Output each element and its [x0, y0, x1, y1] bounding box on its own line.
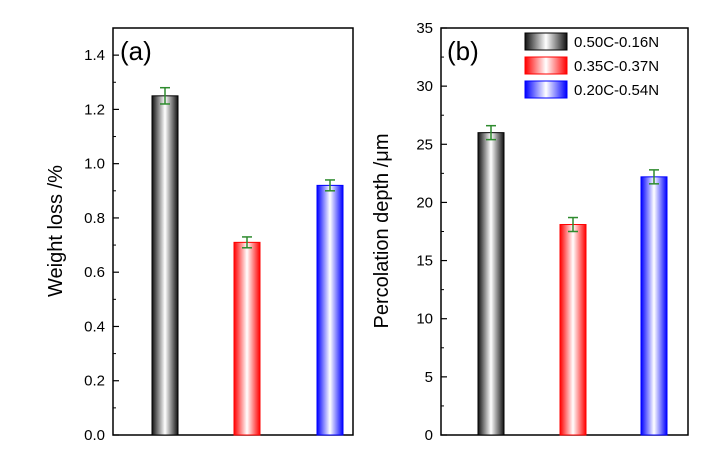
legend-swatch-1 — [524, 56, 568, 75]
panel-b-bars — [477, 124, 668, 436]
y-tick-label: 1.2 — [84, 101, 105, 118]
y-tick-label: 25 — [416, 136, 433, 153]
y-tick-label: 0 — [425, 427, 433, 444]
legend-swatch-0 — [524, 32, 568, 51]
y-tick-label: 30 — [416, 78, 433, 95]
y-tick-label: 0.0 — [84, 427, 105, 444]
y-tick-label: 0.8 — [84, 210, 105, 227]
y-tick-label: 1.0 — [84, 156, 105, 173]
panel-b: 0 5 10 15 20 25 30 35 (b) Percolation depth /μm… — [371, 20, 689, 444]
panel-b-label: (b) — [447, 36, 479, 66]
bar-b-0 — [477, 132, 505, 436]
panel-b-y-ticks: 0 5 10 15 20 25 30 35 — [416, 20, 447, 444]
legend-label-2: 0.20C-0.54N — [574, 82, 659, 99]
legend-swatch-2 — [524, 80, 568, 99]
panel-a: 0.0 0.2 0.4 0.6 0.8 1.0 1.2 1.4 (a) Weight loss… — [45, 27, 354, 444]
y-tick-label: 20 — [416, 194, 433, 211]
y-tick-label: 5 — [425, 369, 433, 386]
bar-b-2 — [640, 176, 668, 436]
legend-label-1: 0.35C-0.37N — [574, 58, 659, 75]
panel-a-bars — [151, 86, 344, 436]
y-tick-label: 0.4 — [84, 318, 105, 335]
y-tick-label: 0.6 — [84, 264, 105, 281]
panel-a-y-ticks: 0.0 0.2 0.4 0.6 0.8 1.0 1.2 1.4 — [84, 27, 119, 444]
panel-b-y-axis-title: Percolation depth /μm — [371, 134, 393, 329]
bar-a-1 — [233, 241, 261, 436]
panel-a-label: (a) — [120, 36, 152, 66]
bar-a-0 — [151, 95, 179, 436]
y-tick-label: 0.2 — [84, 373, 105, 390]
panel-a-frame — [112, 27, 354, 436]
y-tick-label: 15 — [416, 253, 433, 270]
y-tick-label: 35 — [416, 20, 433, 37]
y-tick-label: 1.4 — [84, 47, 105, 64]
legend-label-0: 0.50C-0.16N — [574, 34, 659, 51]
legend: 0.50C-0.16N 0.35C-0.37N 0.20C-0.54N — [524, 32, 659, 99]
bar-b-1 — [559, 224, 587, 436]
panel-a-y-axis-title: Weight loss /% — [45, 165, 67, 297]
y-tick-label: 10 — [416, 311, 433, 328]
bar-a-2 — [316, 184, 344, 436]
